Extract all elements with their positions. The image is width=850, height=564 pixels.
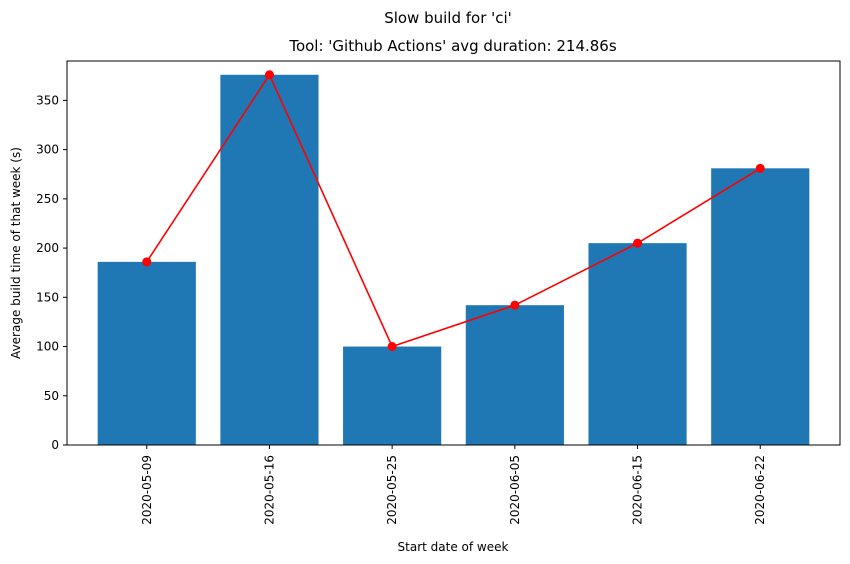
- line-group: [142, 70, 765, 352]
- y-tick-label: 100: [36, 340, 59, 354]
- plot-frame: [66, 60, 841, 446]
- y-tick-label: 200: [36, 241, 59, 255]
- y-tick-label: 50: [44, 389, 59, 403]
- chart-suptitle: Slow build for 'ci': [384, 9, 512, 27]
- bar-2020-06-05: [465, 305, 564, 445]
- axes-group: 0 50 100 150 200 250 300 350 2020-05-09 2020-05-1…: [36, 60, 841, 525]
- y-tick-label: 300: [36, 143, 59, 157]
- trend-line: [146, 73, 761, 348]
- x-tick-label: 2020-05-25: [385, 455, 399, 525]
- y-tick-label: 350: [36, 93, 59, 107]
- x-tick-label: 2020-05-16: [262, 455, 276, 525]
- bar-2020-06-15: [588, 243, 687, 445]
- y-tick-label: 150: [36, 290, 59, 304]
- y-tick-label: 0: [51, 438, 59, 452]
- x-tick-label: 2020-06-22: [753, 455, 767, 525]
- bar-2020-05-16: [220, 74, 319, 446]
- x-tick-label: 2020-05-09: [140, 455, 154, 525]
- bars-group: [97, 74, 810, 446]
- bar-2020-05-09: [97, 261, 196, 445]
- y-tick-label: 250: [36, 192, 59, 206]
- x-axis-label: Start date of week: [398, 540, 509, 554]
- x-tick-label: 2020-06-05: [508, 455, 522, 525]
- point-2020-06-05: [510, 300, 520, 310]
- x-tick-label: 2020-06-15: [631, 455, 645, 525]
- point-2020-05-16: [264, 70, 274, 80]
- point-2020-06-15: [633, 238, 643, 248]
- bar-2020-06-22: [711, 168, 810, 446]
- bar-2020-05-25: [343, 346, 442, 445]
- chart-title: Tool: 'Github Actions' avg duration: 214…: [288, 37, 617, 55]
- point-2020-06-22: [755, 163, 765, 173]
- point-2020-05-09: [142, 257, 152, 267]
- point-2020-05-25: [387, 342, 397, 352]
- y-axis-label: Average build time of that week (s): [9, 147, 23, 359]
